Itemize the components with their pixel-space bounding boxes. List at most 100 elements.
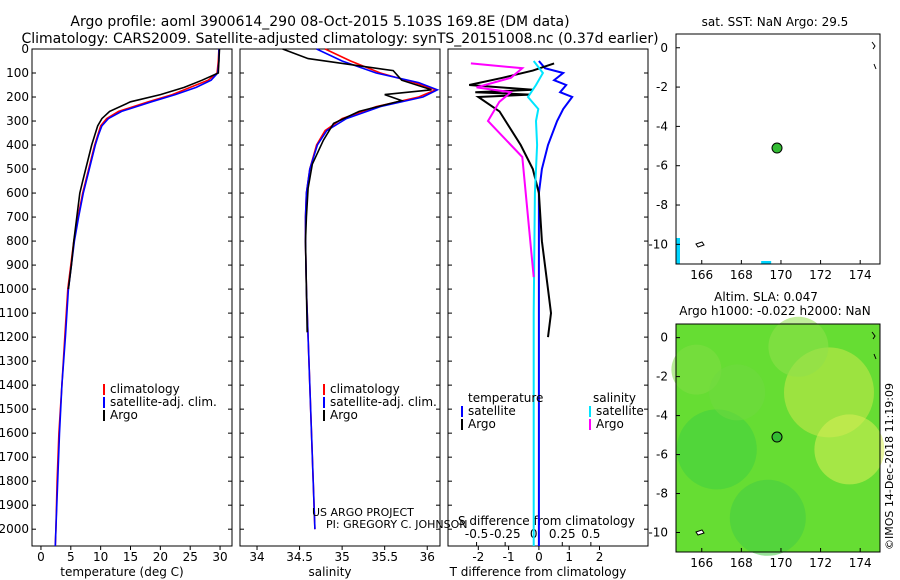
depth-tick-label: 300 xyxy=(6,114,29,128)
sla_map-ytick-label: -10 xyxy=(648,526,668,540)
sla-heatmap-cell xyxy=(814,414,885,485)
sst_map-island xyxy=(695,241,705,248)
salinity-frame xyxy=(239,48,441,547)
sla-heatmap-cell xyxy=(671,344,722,395)
depth-tick-label: 400 xyxy=(6,138,29,152)
salinity-legend-label: climatology xyxy=(330,382,400,396)
difference-xtick-label: -2 xyxy=(472,550,484,564)
difference-series-1 xyxy=(468,62,555,338)
sla_map-ytick-label: -2 xyxy=(656,370,668,384)
sst-map-title: sat. SST: NaN Argo: 29.5 xyxy=(702,15,849,29)
temperature-xtick-label: 10 xyxy=(93,550,108,564)
sst_map-xtick-label: 174 xyxy=(849,268,872,282)
difference-xlabel: T difference from climatology xyxy=(449,565,627,579)
difference-stick-label: 0.5 xyxy=(581,527,600,541)
depth-tick-label: 800 xyxy=(6,234,29,248)
depth-tick-label: 1000 xyxy=(0,282,29,296)
salinity-xlabel: salinity xyxy=(308,565,351,579)
sla-title-line-2: Argo h1000: -0.022 h2000: NaN xyxy=(679,304,871,318)
temperature-series-0 xyxy=(54,48,220,547)
difference-stick-label: -0.25 xyxy=(490,527,521,541)
difference-legend-salinity-header: salinity xyxy=(593,391,636,405)
sst_map-coast xyxy=(871,41,877,70)
figure-title-line-1: Argo profile: aoml 3900614_290 08-Oct-20… xyxy=(70,14,569,30)
salinity-xtick-label: 34.5 xyxy=(286,550,313,564)
difference-legend-temperature-header: temperature xyxy=(468,391,543,405)
difference-legend-s-label: satellite xyxy=(596,404,644,418)
salinity-xtick-label: 35.5 xyxy=(371,550,398,564)
difference-stick-label: 0.25 xyxy=(549,527,576,541)
sla_map-xtick-label: 168 xyxy=(730,556,753,570)
depth-tick-label: 0 xyxy=(21,42,29,56)
salinity-series-0 xyxy=(304,48,438,530)
sla_map-coast xyxy=(871,331,877,360)
depth-tick-label: 1200 xyxy=(0,330,29,344)
sst-map-bottom-mark xyxy=(761,261,772,264)
difference-top-label: S difference from climatology xyxy=(458,514,635,528)
difference-frame xyxy=(447,48,649,547)
depth-tick-label: 900 xyxy=(6,258,29,272)
salinity-xtick-label: 36 xyxy=(420,550,435,564)
sla_map-xtick-label: 172 xyxy=(809,556,832,570)
sla_map-ytick-label: -4 xyxy=(656,409,668,423)
sst_map-xtick-label: 172 xyxy=(809,268,832,282)
depth-tick-label: 1600 xyxy=(0,426,29,440)
depth-tick-label: 100 xyxy=(6,66,29,80)
sst_map-xtick-label: 170 xyxy=(770,268,793,282)
sst_map-ytick-label: -4 xyxy=(656,119,668,133)
sst_map-ytick-label: -8 xyxy=(656,198,668,212)
sst_map-frame xyxy=(675,33,881,265)
temperature-legend-label: satellite-adj. clim. xyxy=(110,395,217,409)
temperature-xtick-label: 20 xyxy=(153,550,168,564)
sst-map-edge-mark xyxy=(676,238,680,264)
sla_map-ytick-label: -6 xyxy=(656,448,668,462)
depth-tick-label: 1800 xyxy=(0,474,29,488)
temperature-series-1 xyxy=(54,49,220,547)
sla_map-frame xyxy=(675,323,881,553)
sst_map-ytick-label: 0 xyxy=(660,41,668,55)
temperature-xtick-label: 15 xyxy=(123,550,138,564)
credit-line-1: US ARGO PROJECT xyxy=(312,506,414,519)
temperature-xtick-label: 5 xyxy=(67,550,75,564)
difference-legend-t-label: satellite xyxy=(468,404,516,418)
difference-series-2 xyxy=(526,60,545,546)
salinity-xtick-label: 35 xyxy=(334,550,349,564)
difference-xtick-label: 0 xyxy=(535,550,543,564)
difference-legend-t-label: Argo xyxy=(468,417,496,431)
salinity-legend-label: satellite-adj. clim. xyxy=(330,395,437,409)
figure-title-line-2: Climatology: CARS2009. Satellite-adjuste… xyxy=(21,31,658,47)
temperature-legend-label: Argo xyxy=(110,408,138,422)
depth-tick-label: 1900 xyxy=(0,498,29,512)
depth-tick-label: 200 xyxy=(6,90,29,104)
sla_map-xtick-label: 166 xyxy=(690,556,713,570)
difference-stick-label: -0.5 xyxy=(465,527,488,541)
salinity-xtick-label: 34 xyxy=(249,550,264,564)
difference-xtick-label: -1 xyxy=(503,550,515,564)
sst_map-profile-marker xyxy=(771,142,783,154)
salinity-legend-label: Argo xyxy=(330,408,358,422)
sst_map-ytick-label: -6 xyxy=(656,159,668,173)
sla-heatmap-cell xyxy=(768,316,829,377)
depth-tick-label: 500 xyxy=(6,162,29,176)
temperature-xtick-label: 25 xyxy=(183,550,198,564)
difference-series-0 xyxy=(537,60,574,546)
difference-xtick-label: 2 xyxy=(596,550,604,564)
salinity-series-1 xyxy=(304,48,440,530)
sst_map-xtick-label: 166 xyxy=(690,268,713,282)
credit-line-2: PI: GREGORY C. JOHNSON xyxy=(326,518,467,531)
sst_map-ytick-label: -10 xyxy=(648,237,668,251)
sst_map-ytick-label: -2 xyxy=(656,80,668,94)
sla-title-line-1: Altim. SLA: 0.047 xyxy=(714,290,818,304)
depth-tick-label: 1500 xyxy=(0,402,29,416)
difference-series-3 xyxy=(470,62,535,278)
depth-tick-label: 1300 xyxy=(0,354,29,368)
sst_map-xtick-label: 168 xyxy=(730,268,753,282)
depth-tick-label: 700 xyxy=(6,210,29,224)
temperature-legend-label: climatology xyxy=(110,382,180,396)
depth-tick-label: 2000 xyxy=(0,522,29,536)
depth-tick-label: 1100 xyxy=(0,306,29,320)
difference-legend-s-label: Argo xyxy=(596,417,624,431)
sla-heatmap xyxy=(671,316,885,556)
sla-heatmap-cell xyxy=(709,364,766,421)
